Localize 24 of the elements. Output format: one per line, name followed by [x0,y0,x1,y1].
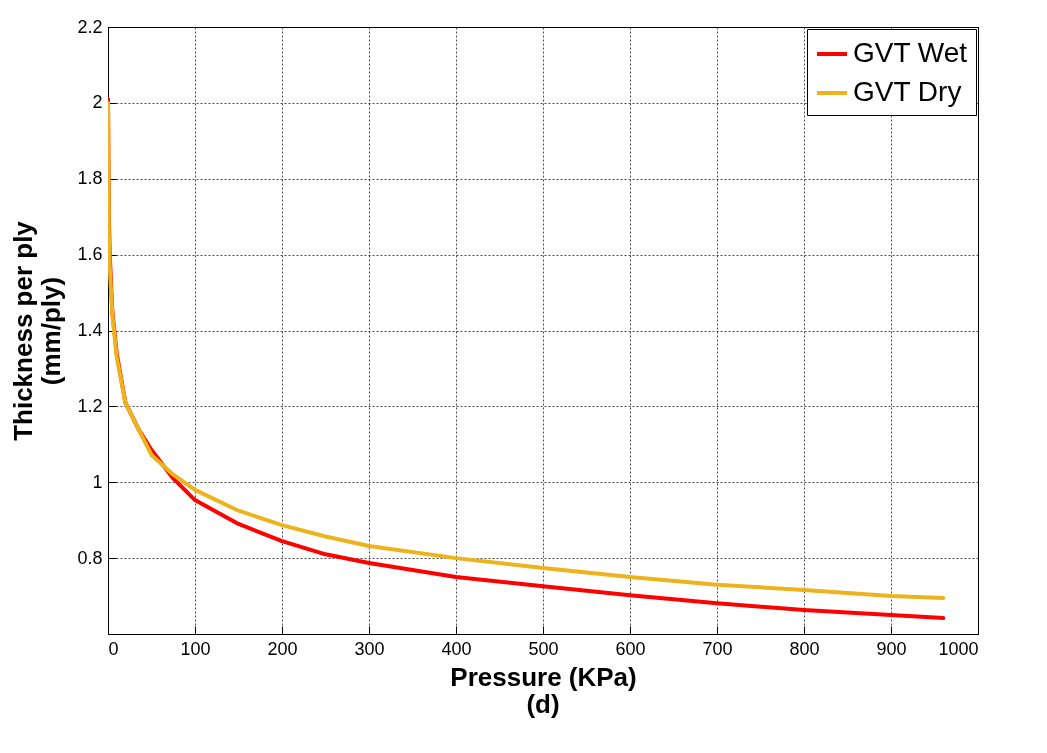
y-tick-label: 1.6 [77,244,103,265]
text: (d) [526,689,560,719]
y-tick-label: 1.2 [77,395,103,416]
y-tick-label: 0.8 [77,547,103,568]
y-tick-label: 1.4 [77,320,103,340]
x-tick-label: 300 [354,638,385,659]
x-tick-label: 700 [702,638,733,659]
x-tick-label: 200 [267,638,298,659]
x-tick-label: 400 [441,638,472,659]
y-tick-label: 2.2 [77,16,103,37]
x-axis-title: Pressure (KPa) [450,661,637,692]
y-tick-label: 1.8 [77,168,103,189]
x-tick-label: 0 [108,638,119,659]
legend-label: GVT Wet [853,37,968,68]
x-tick-label: 500 [528,638,559,659]
x-tick-label: 900 [876,638,907,659]
legend-label: GVT Dry [853,76,962,107]
y-axis-title: Thickness per ply (mm/ply) [8,220,67,441]
x-tick-label: 1000 [938,638,979,659]
x-tick-label: 100 [180,638,211,659]
x-tick-label: 600 [615,638,646,659]
x-tick-label: 800 [789,638,820,659]
y-tick-label: 2 [92,92,103,113]
y-tick-label: 1 [92,471,103,492]
